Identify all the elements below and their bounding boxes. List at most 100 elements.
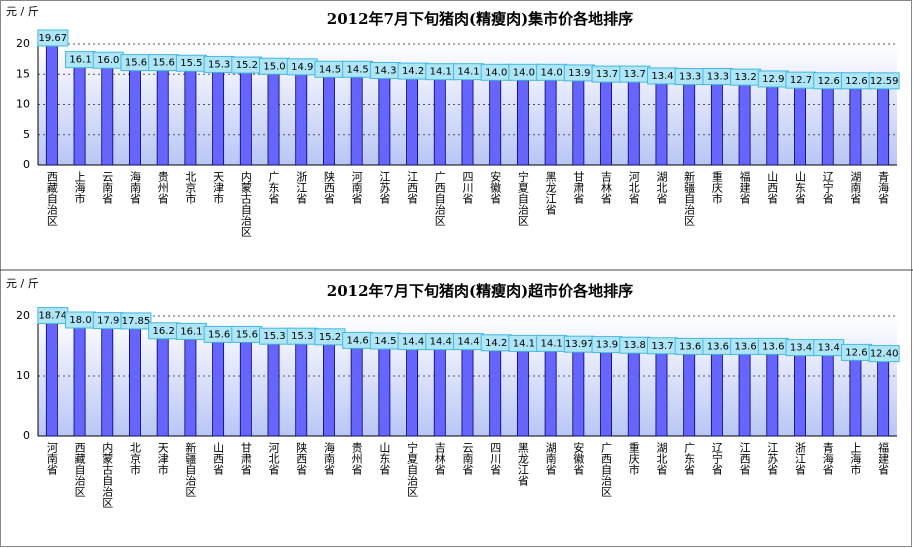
x-tick-label: 江苏省 xyxy=(378,171,391,205)
x-tick-label: 广西自治区 xyxy=(433,171,446,226)
x-tick-label: 四川省 xyxy=(489,442,502,476)
value-label: 16.1 xyxy=(69,55,91,66)
bar xyxy=(184,70,197,166)
bar xyxy=(45,323,58,437)
bar xyxy=(156,338,169,437)
value-label: 15.6 xyxy=(125,58,147,69)
bar xyxy=(239,72,252,166)
x-tick-label: 山西省 xyxy=(766,171,779,205)
value-label: 14.4 xyxy=(457,337,479,348)
value-label: 13.9 xyxy=(596,340,618,351)
value-label: 13.6 xyxy=(762,341,784,352)
x-tick-label: 广西自治区 xyxy=(600,442,613,497)
value-label: 13.97 xyxy=(565,339,594,350)
x-tick-label: 江西省 xyxy=(406,171,419,205)
value-label: 12.59 xyxy=(870,76,899,87)
value-label: 12.6 xyxy=(845,76,867,87)
y-tick-label: 10 xyxy=(16,98,30,111)
bar xyxy=(101,67,114,166)
bar xyxy=(489,79,502,166)
y-axis-label: 元 / 斤 xyxy=(6,277,39,290)
x-tick-label: 辽宁省 xyxy=(710,442,723,476)
bar xyxy=(516,350,529,437)
bar xyxy=(710,353,723,437)
x-tick-label: 广东省 xyxy=(683,442,696,476)
x-tick-label: 上海市 xyxy=(73,171,86,205)
chart-title: 2012年7月下旬猪肉(精瘦肉)超市价各地排序 xyxy=(327,282,633,300)
x-tick-label: 陕西省 xyxy=(295,441,308,476)
bar xyxy=(212,341,225,437)
x-tick-label: 湖南省 xyxy=(544,442,557,476)
bar xyxy=(821,355,834,437)
bar xyxy=(516,79,529,166)
bar xyxy=(156,70,169,166)
x-tick-label: 湖北省 xyxy=(655,442,668,476)
value-label: 15.0 xyxy=(263,61,285,72)
value-label: 13.6 xyxy=(707,341,729,352)
x-tick-label: 新疆自治区 xyxy=(683,170,696,226)
x-tick-label: 江西省 xyxy=(738,442,751,476)
value-label: 14.6 xyxy=(347,335,369,346)
bar xyxy=(600,352,612,437)
value-label: 17.85 xyxy=(122,316,151,327)
x-tick-label: 重庆市 xyxy=(710,170,723,205)
x-tick-label: 海南省 xyxy=(322,441,335,476)
x-tick-label: 新疆自治区 xyxy=(184,441,197,497)
value-label: 14.4 xyxy=(430,337,452,348)
bar xyxy=(184,338,197,437)
x-tick-label: 河北省 xyxy=(627,171,640,205)
value-label: 14.1 xyxy=(457,67,479,78)
bar xyxy=(378,348,391,437)
x-tick-label: 青海省 xyxy=(877,171,890,205)
bar xyxy=(877,361,890,437)
bar xyxy=(572,351,585,437)
bar xyxy=(544,350,557,437)
value-label: 13.2 xyxy=(734,72,756,83)
value-label: 16.1 xyxy=(180,326,202,337)
bar xyxy=(323,344,335,437)
value-label: 12.6 xyxy=(818,76,840,87)
bar xyxy=(295,74,308,166)
x-tick-label: 内蒙古自治区 xyxy=(101,441,114,508)
bar xyxy=(683,353,696,437)
x-tick-label: 西藏自治区 xyxy=(45,171,58,226)
value-label-box xyxy=(120,312,152,330)
x-tick-label: 河南省 xyxy=(45,442,58,476)
x-tick-label: 吉林省 xyxy=(433,442,446,476)
bar xyxy=(212,72,225,166)
bar xyxy=(101,328,114,437)
bar xyxy=(600,81,612,166)
bar xyxy=(406,349,419,437)
value-label: 13.4 xyxy=(790,343,812,354)
x-tick-label: 吉林省 xyxy=(600,171,613,205)
value-label: 15.3 xyxy=(263,331,285,342)
x-tick-label: 四川省 xyxy=(461,171,474,205)
x-tick-label: 贵州省 xyxy=(350,442,363,476)
y-axis-label: 元 / 斤 xyxy=(6,5,39,18)
bar xyxy=(683,84,696,166)
value-label: 15.6 xyxy=(236,329,258,340)
value-label: 12.6 xyxy=(845,347,867,358)
value-label: 16.0 xyxy=(97,55,119,66)
bar xyxy=(267,343,280,437)
value-label: 13.7 xyxy=(624,69,646,80)
bar xyxy=(849,88,862,166)
x-tick-label: 云南省 xyxy=(461,442,474,476)
bar xyxy=(489,350,502,437)
value-label: 14.2 xyxy=(402,66,424,77)
value-label: 13.4 xyxy=(651,71,673,82)
bar xyxy=(73,327,86,437)
x-tick-label: 浙江省 xyxy=(295,171,308,205)
value-label: 15.3 xyxy=(208,59,230,70)
value-label: 18.74 xyxy=(39,311,68,322)
value-label: 13.3 xyxy=(679,72,701,83)
value-label: 13.9 xyxy=(568,68,590,79)
value-label: 13.6 xyxy=(679,341,701,352)
bar xyxy=(461,79,474,166)
x-tick-label: 黑龙江省 xyxy=(544,171,557,216)
x-tick-label: 湖南省 xyxy=(849,171,862,205)
x-tick-label: 内蒙古自治区 xyxy=(239,170,252,237)
x-tick-label: 广东省 xyxy=(267,171,280,205)
